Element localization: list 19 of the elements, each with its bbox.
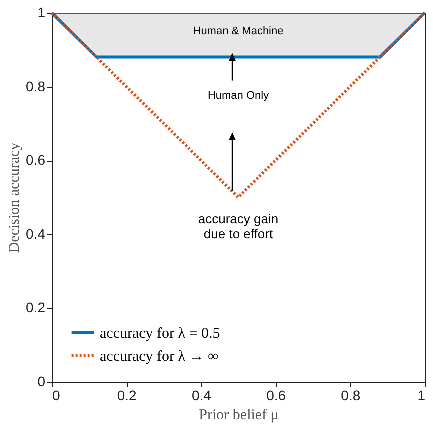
y-tick-label: 0 <box>38 374 46 390</box>
x-tick-label: 1 <box>418 388 426 404</box>
legend-label: accuracy for λ = 0.5 <box>100 326 220 342</box>
y-tick-label: 0.8 <box>26 78 46 94</box>
x-axis-title: Prior belief μ <box>199 408 279 424</box>
annotation: Human Only <box>208 90 270 102</box>
y-tick-label: 0.6 <box>26 152 46 168</box>
annotation: accuracy gain due to effort <box>198 212 279 242</box>
legend-label: accuracy for λ → ∞ <box>100 349 220 365</box>
x-tick-label: 0 <box>52 388 60 404</box>
y-tick-label: 0.4 <box>26 226 46 242</box>
x-tick-label: 0.8 <box>341 388 361 404</box>
x-tick-label: 0.4 <box>192 388 212 404</box>
y-tick-label: 1 <box>38 4 46 20</box>
annotation: Human & Machine <box>193 25 284 38</box>
y-axis-title: Decision accuracy <box>7 142 24 254</box>
x-tick-label: 0.6 <box>266 388 286 404</box>
y-tick-label: 0.2 <box>26 300 46 316</box>
x-tick-label: 0.2 <box>117 388 138 404</box>
